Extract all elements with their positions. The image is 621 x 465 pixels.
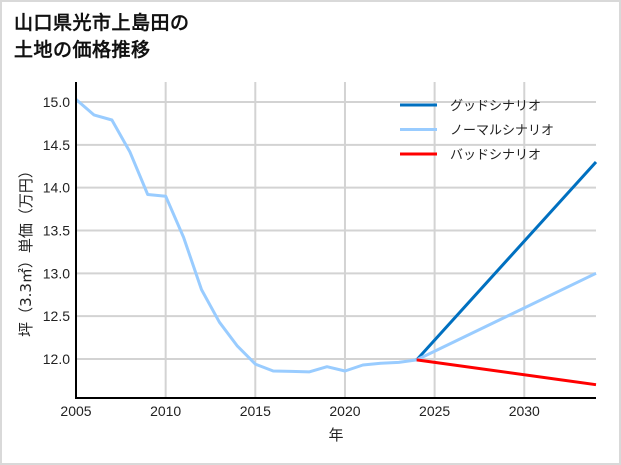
legend-label: バッドシナリオ [450, 148, 541, 163]
x-tick-label: 2030 [509, 403, 540, 419]
good-scenario-line [415, 160, 598, 361]
y-tick-label: 12.0 [43, 351, 70, 367]
y-tick-label: 13.5 [43, 223, 70, 239]
legend-label: ノーマルシナリオ [450, 124, 554, 139]
x-axis-ticks: 2005 2010 2015 2020 2025 2030 [60, 403, 540, 419]
legend-label: グッドシナリオ [450, 99, 541, 114]
y-axis-ticks: 12.0 12.5 13.0 13.5 14.0 14.5 15.0 [43, 94, 70, 367]
chart-title-line-1: 山口県光市上島田の [14, 12, 190, 34]
data-lines [75, 98, 598, 387]
y-tick-label: 14.5 [43, 137, 70, 153]
y-tick-label: 15.0 [43, 94, 70, 110]
x-tick-label: 2010 [150, 403, 181, 419]
chart-title: 山口県光市上島田の 土地の価格推移 [14, 10, 190, 64]
y-tick-label: 13.0 [43, 265, 70, 281]
chart-title-line-2: 土地の価格推移 [14, 39, 151, 61]
y-tick-label: 14.0 [43, 180, 70, 196]
x-tick-label: 2025 [419, 403, 450, 419]
gridlines [76, 82, 596, 398]
y-axis-label: 坪（3.3㎡）単価（万円） [17, 163, 35, 337]
x-tick-label: 2005 [60, 403, 91, 419]
bad-scenario-line [416, 358, 597, 387]
x-axis-label: 年 [328, 426, 343, 444]
y-tick-label: 12.5 [43, 308, 70, 324]
historical-line [75, 98, 417, 374]
x-tick-label: 2015 [240, 403, 271, 419]
axes [75, 82, 596, 399]
normal-scenario-line [416, 271, 597, 362]
x-tick-label: 2020 [329, 403, 360, 419]
